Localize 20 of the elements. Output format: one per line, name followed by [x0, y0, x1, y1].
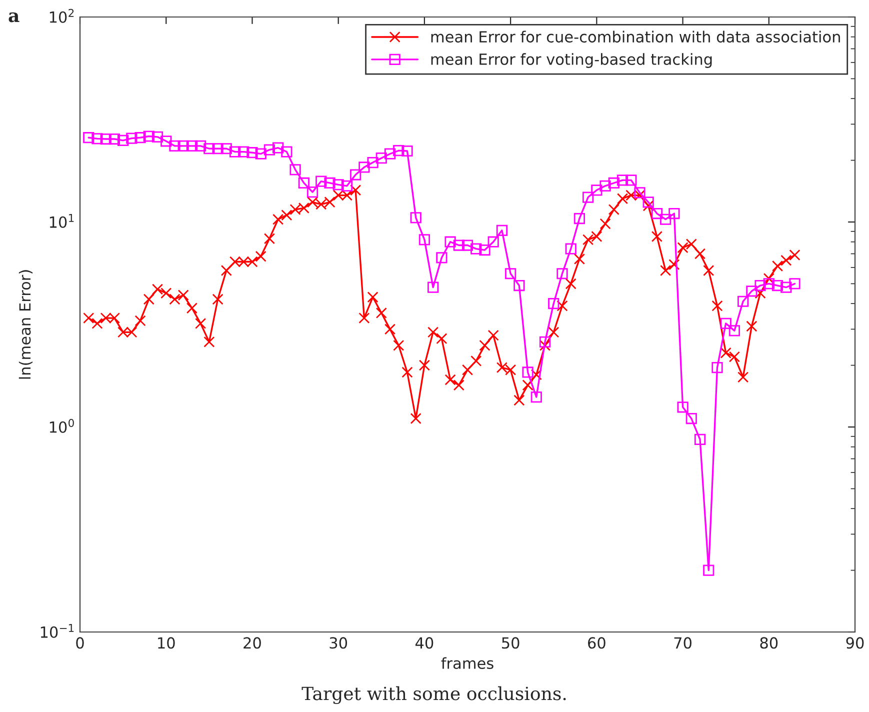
- x-tick-label: 0: [76, 637, 84, 649]
- y-tick-label: 10$^{1}$: [50, 214, 74, 228]
- y-tick-label: 10$^{0}$: [50, 418, 74, 433]
- y-tick-label: 10$^{−1}$: [40, 624, 74, 638]
- legend-label: mean Error for cue-combination with data association: [431, 30, 840, 43]
- text: Target with some occlusions.: [302, 686, 566, 704]
- text: a: [8, 12, 20, 22]
- x-tick-label: 20: [244, 637, 261, 649]
- y-axis-title: ln(mean Error): [18, 270, 33, 379]
- legend-label: mean Error for voting-based tracking: [431, 53, 712, 68]
- x-axis-title: frames: [441, 657, 494, 670]
- x-tick-label: 10: [158, 637, 175, 649]
- x-tick-label: 60: [588, 637, 606, 649]
- x-tick-label: 90: [846, 637, 864, 649]
- x-tick-label: 40: [415, 637, 434, 649]
- x-tick-label: 70: [674, 637, 692, 649]
- x-tick-label: 30: [330, 637, 348, 649]
- y-tick-label: 10$^{2}$: [50, 8, 74, 23]
- x-tick-label: 80: [760, 637, 778, 649]
- x-tick-label: 50: [502, 637, 520, 649]
